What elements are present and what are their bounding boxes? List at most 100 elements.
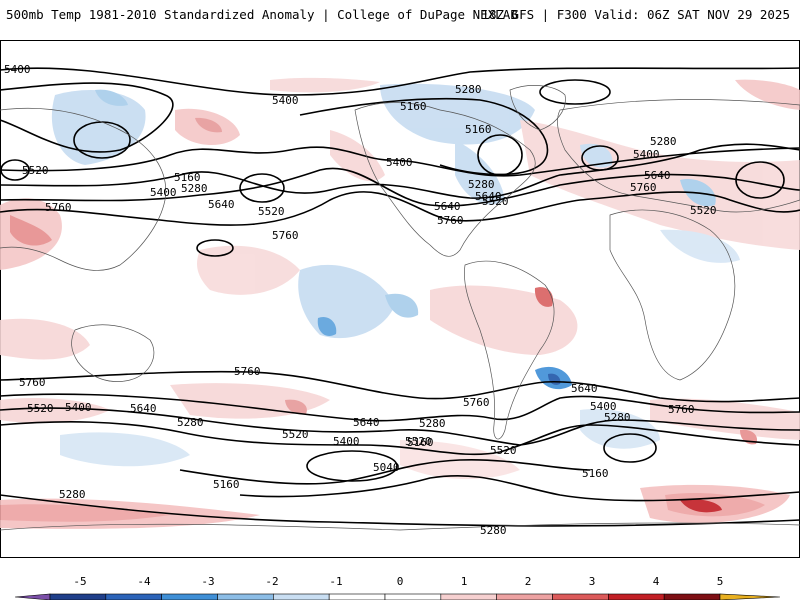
- cold-anomaly: [455, 140, 505, 205]
- colorbar-swatch: [105, 593, 162, 601]
- contour-label: 5760: [272, 229, 299, 242]
- colorbar-swatch: [161, 593, 218, 601]
- colorbar-tick-label: 3: [589, 575, 596, 588]
- colorbar-swatch: [384, 593, 442, 601]
- warm-anomaly: [285, 399, 307, 415]
- warm-anomaly: [0, 318, 90, 360]
- contour-label: 5160: [582, 467, 609, 480]
- contour-label: 5400: [590, 400, 617, 413]
- contour-label: 5400: [333, 435, 360, 448]
- cold-anomaly: [385, 293, 419, 318]
- cold-anomaly: [660, 229, 740, 263]
- contour-label: 5160: [213, 478, 240, 491]
- contour-label: 5760: [668, 403, 695, 416]
- contour-label: 5760: [630, 181, 657, 194]
- colorbar-swatch: [496, 593, 553, 601]
- contour-label: 5520: [27, 402, 54, 415]
- warm-anomaly: [270, 77, 380, 93]
- contour-label: 5760: [463, 396, 490, 409]
- contour-label: 5040: [373, 461, 400, 474]
- contour-label: 5160: [174, 171, 201, 184]
- colorbar-swatch: [663, 593, 721, 601]
- colorbar-swatch: [608, 593, 665, 601]
- colorbar-tick-label: 4: [653, 575, 660, 588]
- colorbar-tick-label: -5: [73, 575, 86, 588]
- contour-label: 5760: [45, 201, 72, 214]
- colorbar-swatch: [440, 593, 497, 601]
- contour-label: 5280: [468, 178, 495, 191]
- warm-anomaly: [680, 499, 722, 513]
- contour-label: 5160: [465, 123, 492, 136]
- colorbar-swatch: [217, 593, 274, 601]
- map-panel: 5400 5400 5160 5280 5160 5280 5400 5640 …: [0, 40, 800, 558]
- australia-outline: [71, 324, 155, 382]
- contour-label: 5400: [272, 94, 299, 107]
- africa-outline: [609, 209, 736, 381]
- contour-label-layer: 5400 5400 5160 5280 5160 5280 5400 5640 …: [4, 63, 717, 537]
- cold-anomaly: [95, 89, 128, 106]
- colorbar-swatch: [328, 593, 386, 601]
- contour-label: 5760: [19, 376, 46, 389]
- contour-label: 5520: [690, 204, 717, 217]
- contour-label: 5280: [419, 417, 446, 430]
- cold-anomaly: [60, 432, 190, 467]
- colorbar-tick-label: -1: [329, 575, 342, 588]
- contour-label: 5640: [644, 169, 671, 182]
- contour-label: 5520: [482, 195, 509, 208]
- warm-anomaly: [195, 117, 222, 133]
- contour-label: 5280: [177, 416, 204, 429]
- contour-label: 5760: [437, 214, 464, 227]
- contour-label: 5760: [234, 365, 261, 378]
- colorbar-tick-label: -2: [265, 575, 278, 588]
- warm-anomaly: [735, 79, 800, 110]
- warm-anomaly: [534, 287, 554, 307]
- europe-asia-outline: [557, 99, 800, 213]
- colorbar-ticks: -5 -4 -3 -2 -1 0 1 2 3 4 5: [73, 575, 723, 588]
- contour-label: 5400: [633, 148, 660, 161]
- contour-label: 5640: [475, 190, 502, 203]
- asia-west-outline: [0, 107, 167, 271]
- contour-label: 5400: [65, 401, 92, 414]
- colorbar-swatches: [14, 593, 781, 601]
- contour-label: 5520: [405, 435, 432, 448]
- contour-label: 5640: [571, 382, 598, 395]
- contour-label: 5280: [59, 488, 86, 501]
- contour-label: 5160: [400, 100, 427, 113]
- cold-anomaly: [317, 316, 337, 337]
- cold-anomaly: [580, 409, 660, 449]
- contour-label: 5520: [282, 428, 309, 441]
- contour-label: 5520: [490, 444, 517, 457]
- contour-label: 5280: [181, 182, 208, 195]
- colorbar-tick-label: -4: [137, 575, 151, 588]
- contour-label: 5280: [480, 524, 507, 537]
- greenland-outline: [509, 85, 566, 131]
- contour-label: 5280: [604, 411, 631, 424]
- colorbar-swatch: [552, 593, 609, 601]
- colorbar-tick-label: 2: [525, 575, 532, 588]
- warm-anomaly: [0, 398, 110, 423]
- contour-label: 5400: [150, 186, 177, 199]
- colorbar-min-extend: [14, 593, 51, 601]
- colorbar-swatch: [49, 593, 107, 601]
- warm-anomaly: [0, 504, 170, 522]
- colorbar-swatch: [273, 593, 330, 601]
- colorbar-max-extend: [719, 593, 781, 601]
- south-america-outline: [464, 260, 555, 440]
- contour-label: 5520: [258, 205, 285, 218]
- anomaly-shading: [0, 77, 800, 529]
- contour-label: 5280: [650, 135, 677, 148]
- coastlines: [0, 85, 800, 531]
- antarctica-outline: [0, 522, 800, 531]
- model-run-label: 18Z GFS | F300 Valid: 06Z SAT NOV 29 202…: [481, 7, 790, 22]
- warm-anomaly: [197, 245, 300, 295]
- warm-anomaly: [10, 215, 52, 246]
- colorbar-tick-label: 0: [397, 575, 404, 588]
- north-america-outline: [354, 102, 536, 257]
- colorbar-tick-label: 1: [461, 575, 468, 588]
- colorbar-tick-label: -3: [201, 575, 214, 588]
- contour-label: 5640: [353, 416, 380, 429]
- contour-label: 5640: [208, 198, 235, 211]
- contour-label: 5400: [4, 63, 31, 76]
- height-contours: [0, 67, 800, 527]
- colorbar-tick-label: 5: [717, 575, 724, 588]
